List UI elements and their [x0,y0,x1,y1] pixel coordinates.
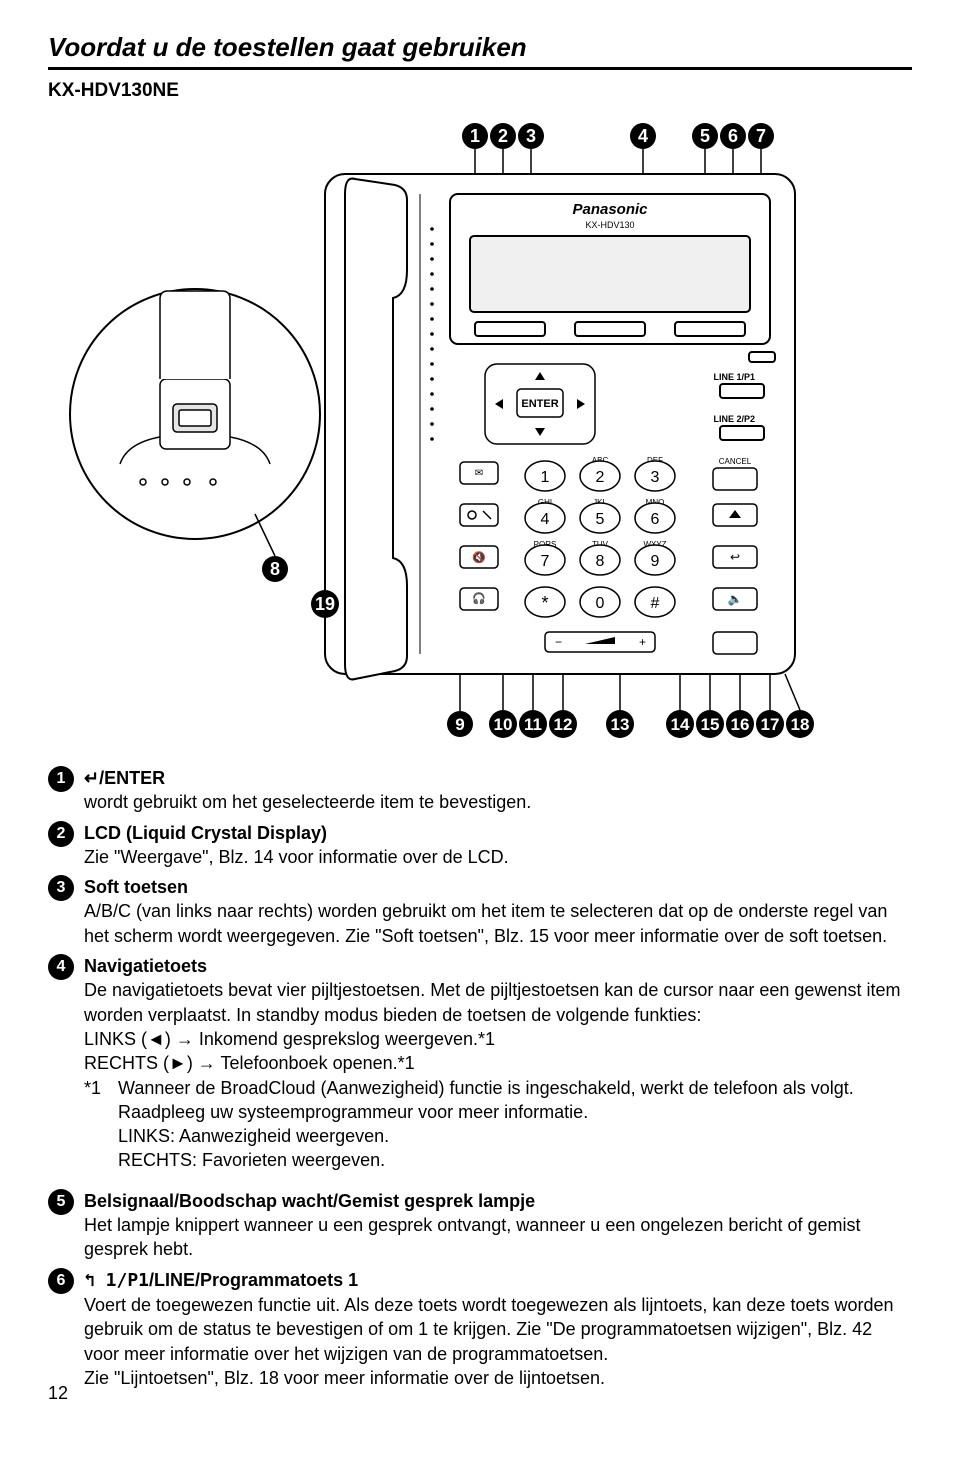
item-4-l1: De navigatietoets bevat vier pijltjestoe… [84,978,912,1027]
svg-text:CANCEL: CANCEL [719,457,752,466]
svg-text:6: 6 [651,511,660,528]
svg-text:7: 7 [541,553,550,570]
model-number: KX-HDV130NE [48,80,912,102]
item-3-text: A/B/C (van links naar rechts) worden geb… [84,899,912,948]
item-2-head: LCD (Liquid Crystal Display) [84,823,327,843]
item-1: 1 ↵/ENTER wordt gebruikt om het geselect… [48,766,912,815]
model-label-diagram: KX-HDV130 [585,220,634,230]
page: Voordat u de toestellen gaat gebruiken K… [0,0,960,1416]
svg-text:8: 8 [596,553,605,570]
svg-text:9: 9 [651,553,660,570]
callout-1: 1 [470,126,480,146]
badge-3: 3 [48,875,74,901]
svg-text:3: 3 [651,469,660,486]
item-2-text: Zie "Weergave", Blz. 14 voor informatie … [84,845,912,869]
callout-11: 11 [524,715,542,734]
svg-text:↩: ↩ [730,550,740,564]
callout-10: 10 [494,715,513,734]
svg-text:🔇: 🔇 [472,551,486,564]
svg-text:✉: ✉ [475,468,483,479]
callout-3: 3 [526,126,536,146]
svg-text:−: − [555,635,562,649]
svg-text:🔈: 🔈 [728,592,743,606]
item-4-fn2: LINKS: Aanwezigheid weergeven. [118,1124,912,1148]
line1-label: LINE 1/P1 [713,372,755,382]
item-6-head: /LINE/Programmatoets 1 [149,1270,358,1290]
svg-text:0: 0 [596,595,605,612]
callout-13: 13 [611,715,630,734]
item-4-l2: LINKS (◄) → Inkomend gesprekslog weergev… [84,1027,912,1051]
callout-15: 15 [701,715,720,734]
item-4-fn: Wanneer de BroadCloud (Aanwezigheid) fun… [118,1076,912,1125]
svg-text:5: 5 [596,511,605,528]
diagram-container: 1 2 3 4 5 6 7 [48,114,912,754]
item-2: 2 LCD (Liquid Crystal Display) Zie "Weer… [48,821,912,870]
item-6: 6 ↰ 1/P1/LINE/Programmatoets 1 Voert de … [48,1268,912,1390]
item-4-fn3: RECHTS: Favorieten weergeven. [118,1148,912,1172]
phone-body: Panasonic KX-HDV130 ENTER [70,174,795,679]
callout-8: 8 [270,559,280,579]
page-title: Voordat u de toestellen gaat gebruiken [48,32,912,70]
svg-text:+: + [639,635,646,649]
svg-text:#: # [651,595,660,612]
callout-18: 18 [791,715,810,734]
item-3: 3 Soft toetsen A/B/C (van links naar rec… [48,875,912,948]
badge-1: 1 [48,766,74,792]
badge-2: 2 [48,821,74,847]
callout-7: 7 [756,126,766,146]
item-5: 5 Belsignaal/Boodschap wacht/Gemist gesp… [48,1189,912,1262]
item-4: 4 Navigatietoets De navigatietoets bevat… [48,954,912,1173]
callout-9: 9 [455,715,464,734]
item-6-l1: Voert de toegewezen functie uit. Als dez… [84,1293,912,1366]
item-4-head: Navigatietoets [84,956,207,976]
item-4-fn-label: *1 [84,1076,118,1173]
svg-text:4: 4 [541,511,550,528]
callout-17: 17 [761,715,780,734]
item-1-text: wordt gebruikt om het geselecteerde item… [84,790,912,814]
callout-14: 14 [671,715,690,734]
callout-2: 2 [498,126,508,146]
item-5-head: Belsignaal/Boodschap wacht/Gemist gespre… [84,1191,535,1211]
callout-4: 4 [638,126,648,146]
enter-key-label: ENTER [521,398,558,410]
svg-text:1: 1 [541,469,550,486]
callout-16: 16 [731,715,750,734]
top-callouts: 1 2 3 4 5 6 7 [462,123,774,174]
svg-text:*: * [541,593,548,613]
description-list: 1 ↵/ENTER wordt gebruikt om het geselect… [48,766,912,1390]
item-6-prefix: ↰ 1/P1 [84,1270,149,1291]
brand-label: Panasonic [572,201,648,218]
svg-text:🎧: 🎧 [472,592,486,605]
callout-12: 12 [554,715,573,734]
item-6-l2: Zie "Lijntoetsen", Blz. 18 voor meer inf… [84,1366,912,1390]
item-4-l3: RECHTS (►) → Telefoonboek openen.*1 [84,1051,912,1075]
callout-5: 5 [700,126,710,146]
phone-diagram: 1 2 3 4 5 6 7 [65,114,895,754]
item-1-head: ↵/ENTER [84,768,165,788]
item-5-text: Het lampje knippert wanneer u een gespre… [84,1213,912,1262]
line2-label: LINE 2/P2 [713,414,755,424]
item-3-head: Soft toetsen [84,877,188,897]
page-number: 12 [48,1383,68,1404]
badge-5: 5 [48,1189,74,1215]
svg-text:2: 2 [596,469,605,486]
badge-4: 4 [48,954,74,980]
badge-6: 6 [48,1268,74,1294]
callout-19: 19 [315,594,335,614]
callout-6: 6 [728,126,738,146]
